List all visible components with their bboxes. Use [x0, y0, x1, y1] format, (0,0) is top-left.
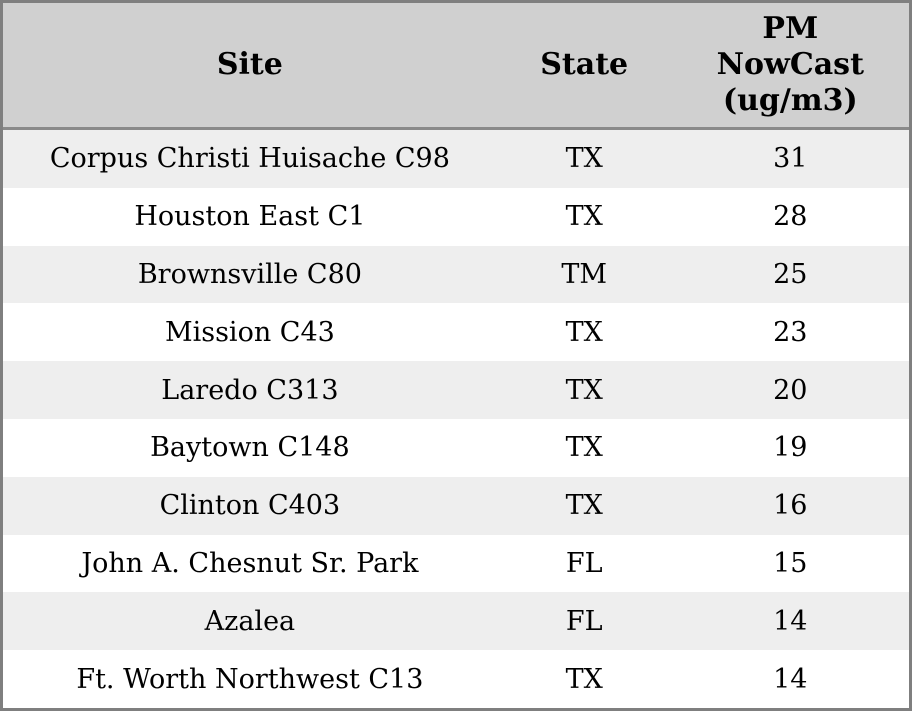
site-cell: Laredo C313 — [161, 374, 339, 406]
column-header-site-label: Site — [216, 47, 283, 82]
table-row: Clinton C403 TX 16 — [3, 476, 909, 535]
table-row: Corpus Christi Huisache C98 TX 31 — [3, 130, 909, 188]
state-cell: TX — [565, 316, 603, 348]
site-cell: Brownsville C80 — [137, 258, 362, 290]
state-cell: TM — [561, 258, 608, 290]
pm-value-cell: 15 — [773, 547, 808, 579]
state-cell: TX — [565, 663, 603, 695]
table-row: Houston East C1 TX 28 — [3, 187, 909, 246]
column-header-site: Site — [3, 47, 497, 83]
table-row: John A. Chesnut Sr. Park FL 15 — [3, 534, 909, 593]
table-header-row: Site State PM NowCast (ug/m3) — [3, 3, 909, 130]
column-header-pm-nowcast-label: PM NowCast (ug/m3) — [716, 11, 864, 118]
pm-value-cell: 16 — [773, 490, 808, 522]
state-cell: FL — [565, 547, 603, 579]
table-row: Baytown C148 TX 19 — [3, 418, 909, 477]
state-cell: TX — [565, 143, 603, 175]
pm-value-cell: 28 — [773, 201, 808, 233]
pm-value-cell: 23 — [773, 316, 808, 348]
pm-value-cell: 25 — [773, 258, 808, 290]
pm-value-cell: 31 — [773, 143, 808, 175]
column-header-state-label: State — [540, 47, 629, 82]
state-cell: TX — [565, 490, 603, 522]
table-row: Mission C43 TX 23 — [3, 303, 909, 362]
column-header-state: State — [497, 47, 672, 83]
state-cell: TX — [565, 374, 603, 406]
pm-value-cell: 19 — [773, 432, 808, 464]
table-row: Laredo C313 TX 20 — [3, 361, 909, 419]
site-cell: John A. Chesnut Sr. Park — [81, 547, 419, 579]
state-cell: FL — [565, 605, 603, 637]
pm-value-cell: 20 — [773, 374, 808, 406]
state-cell: TX — [565, 432, 603, 464]
pm-value-cell: 14 — [773, 605, 808, 637]
site-cell: Houston East C1 — [134, 201, 366, 233]
site-cell: Corpus Christi Huisache C98 — [49, 143, 450, 175]
column-header-pm-nowcast: PM NowCast (ug/m3) — [672, 11, 909, 119]
state-cell: TX — [565, 201, 603, 233]
table-row: Brownsville C80 TM 25 — [3, 245, 909, 304]
site-cell: Mission C43 — [164, 316, 335, 348]
site-cell: Baytown C148 — [150, 432, 350, 464]
site-cell: Azalea — [204, 605, 296, 637]
table-row: Ft. Worth Northwest C13 TX 14 — [3, 650, 909, 708]
site-cell: Ft. Worth Northwest C13 — [76, 663, 424, 695]
pm-value-cell: 14 — [773, 663, 808, 695]
table-row: Azalea FL 14 — [3, 592, 909, 651]
site-cell: Clinton C403 — [159, 490, 341, 522]
table-body: Corpus Christi Huisache C98 TX 31 Housto… — [3, 130, 909, 708]
